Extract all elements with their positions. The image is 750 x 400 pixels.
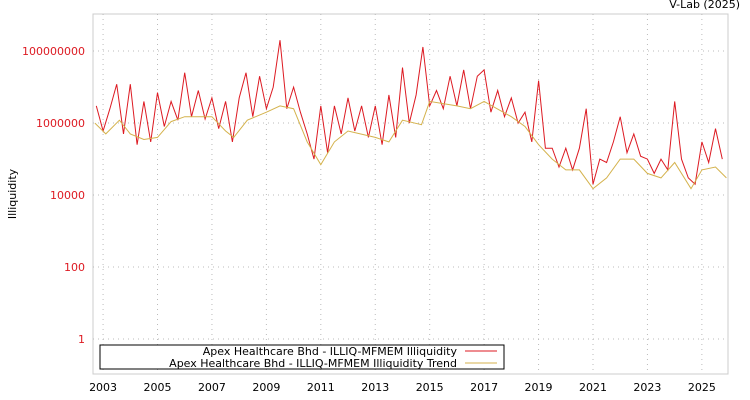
x-tick-label: 2025: [688, 381, 716, 394]
x-tick-label: 2023: [633, 381, 661, 394]
x-tick-label: 2019: [525, 381, 553, 394]
x-tick-label: 2003: [89, 381, 117, 394]
x-tick-label: 2009: [252, 381, 280, 394]
x-tick-label: 2011: [307, 381, 335, 394]
x-tick-label: 2015: [416, 381, 444, 394]
x-tick-label: 2013: [361, 381, 389, 394]
y-axis-label: Illiquidity: [6, 168, 19, 219]
x-tick-label: 2005: [144, 381, 172, 394]
x-tick-label: 2007: [198, 381, 226, 394]
legend-box: [99, 344, 505, 370]
plot-area: [92, 13, 729, 375]
legend-label: Apex Healthcare Bhd - ILLIQ-MFMEM Illiqu…: [169, 357, 457, 370]
illiquidity-series-line: [95, 40, 723, 186]
x-tick-label: 2017: [470, 381, 498, 394]
y-tick-label: 100000000: [22, 45, 85, 58]
x-tick-label: 2021: [579, 381, 607, 394]
source-label: V-Lab (2025): [669, 0, 740, 11]
y-tick-label: 1000000: [36, 117, 85, 130]
illiquidity-trend-line: [94, 100, 727, 190]
legend-label: Apex Healthcare Bhd - ILLIQ-MFMEM Illiqu…: [203, 345, 458, 358]
y-tick-label: 10000: [50, 189, 85, 202]
y-tick-label: 100: [64, 261, 85, 274]
y-tick-label: 1: [78, 333, 85, 346]
